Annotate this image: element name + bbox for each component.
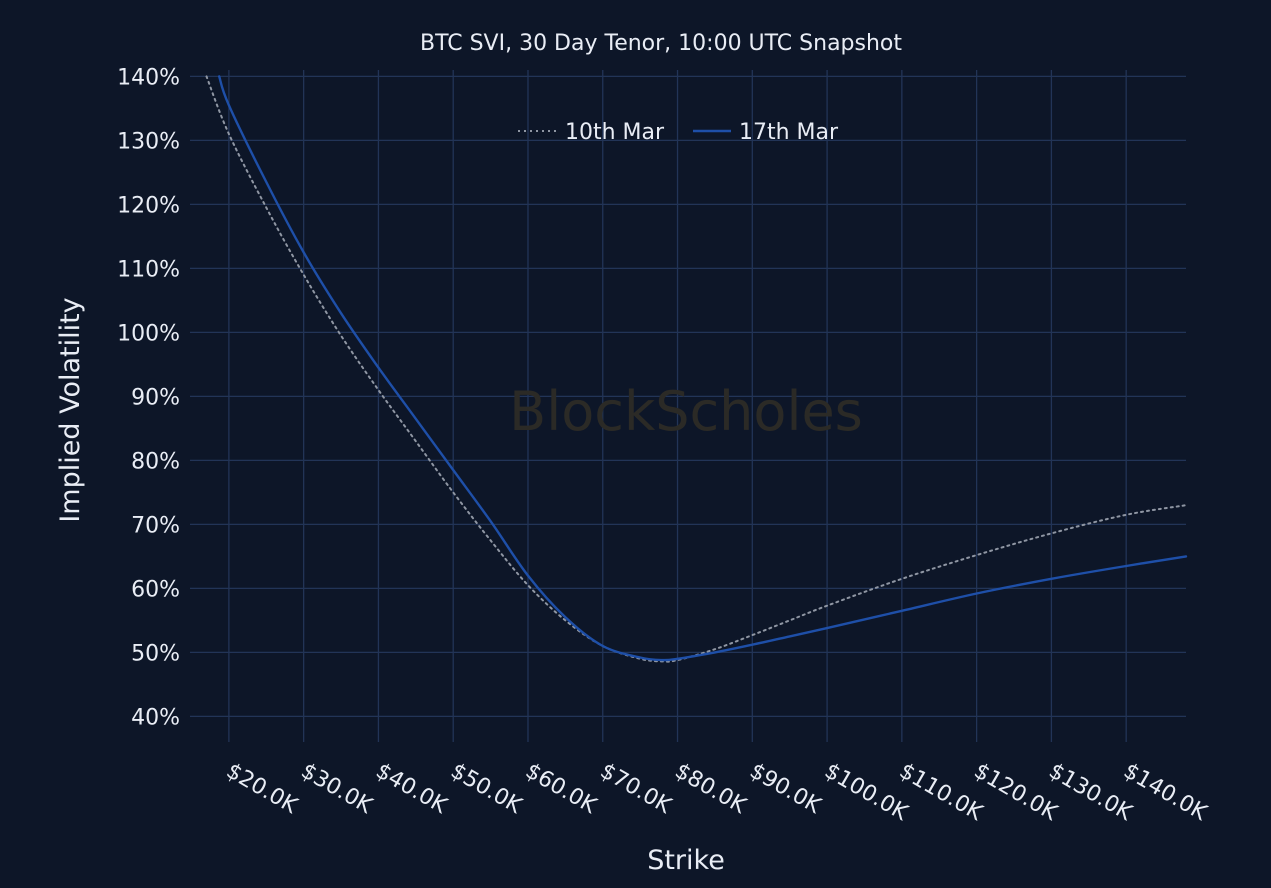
y-tick-label: 110% [117, 257, 180, 282]
y-tick-label: 80% [131, 449, 180, 474]
watermark: BlockScholes [509, 380, 863, 443]
y-tick-label: 120% [117, 193, 180, 218]
y-tick-label: 130% [117, 129, 180, 154]
y-tick-label: 100% [117, 321, 180, 346]
legend-label-2: 17th Mar [739, 120, 839, 145]
x-axis-title: Strike [647, 845, 725, 876]
y-tick-label: 140% [117, 65, 180, 90]
y-axis-title: Implied Volatility [55, 297, 86, 522]
y-tick-label: 90% [131, 385, 180, 410]
y-tick-label: 70% [131, 513, 180, 538]
legend-label-1: 10th Mar [565, 120, 665, 145]
y-tick-label: 60% [131, 577, 180, 602]
legend: 10th Mar 17th Mar [518, 120, 839, 145]
y-tick-label: 40% [131, 705, 180, 730]
y-tick-label: 50% [131, 641, 180, 666]
grid [190, 70, 1186, 742]
chart-title: BTC SVI, 30 Day Tenor, 10:00 UTC Snapsho… [420, 31, 902, 56]
y-axis-ticks: 40% 50% 60% 70% 80% 90% 100% 110% 120% 130% 140% [117, 65, 180, 730]
series-line-2 [218, 75, 1188, 662]
series-layer [205, 75, 1188, 663]
